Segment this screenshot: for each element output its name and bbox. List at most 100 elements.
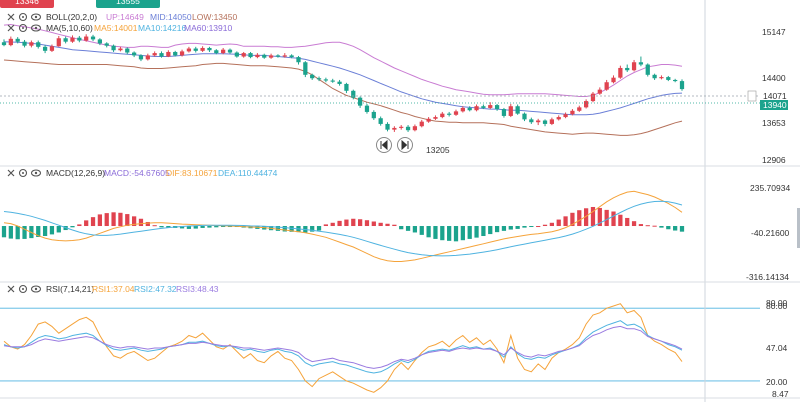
candle-body <box>570 110 575 115</box>
close-icon[interactable] <box>7 13 15 21</box>
candle-body <box>282 55 287 57</box>
candle-body <box>275 55 281 57</box>
rsi3-value: RSI3:48.43 <box>176 284 219 294</box>
price-tick: 14400 <box>762 73 786 83</box>
candle-body <box>625 67 630 71</box>
candle-body <box>611 77 616 83</box>
macd-histogram-bar <box>556 219 561 227</box>
candle-body <box>399 126 404 128</box>
close-icon[interactable] <box>7 169 15 177</box>
rsi-tick: 8.47 <box>772 389 789 399</box>
gear-icon[interactable] <box>18 12 28 22</box>
scroll-handle[interactable] <box>797 208 800 248</box>
macd-histogram-bar <box>330 222 335 227</box>
macd-histogram-bar <box>433 226 438 239</box>
candle-body <box>296 57 301 63</box>
macd-histogram-bar <box>179 226 185 229</box>
candle-body <box>268 55 274 58</box>
macd-histogram-bar <box>138 218 144 227</box>
dea-line <box>3 200 683 257</box>
candle-body <box>221 49 226 54</box>
macd-histogram-bar <box>316 226 322 231</box>
candle-body <box>104 43 109 46</box>
macd-histogram-bar <box>56 226 61 233</box>
macd-value: MACD:-54.67605 <box>104 168 170 178</box>
gear-icon[interactable] <box>18 23 28 33</box>
macd-histogram-bar <box>679 226 685 232</box>
macd-histogram-bar <box>77 224 82 227</box>
close-icon[interactable] <box>7 285 15 293</box>
boll-up-value: UP:14649 <box>106 12 144 22</box>
candle-body <box>583 101 589 108</box>
candle-body <box>323 79 329 81</box>
macd-histogram-bar <box>570 212 575 227</box>
macd-tick: -40.21600 <box>751 228 790 238</box>
candle-body <box>179 51 185 56</box>
dea-value: DEA:110.44474 <box>218 168 278 178</box>
macd-tick: 235.70934 <box>750 183 790 193</box>
candle-body <box>186 48 192 52</box>
rsi2-line <box>3 320 683 374</box>
rsi3-line <box>3 325 683 369</box>
macd-histogram-bar <box>412 226 418 233</box>
candle-body <box>138 55 144 60</box>
candle-body <box>111 45 116 51</box>
macd-histogram-bar <box>145 221 150 227</box>
macd-histogram-bar <box>84 220 89 227</box>
macd-histogram-bar <box>364 220 370 227</box>
candle-body <box>15 38 20 42</box>
candle-body <box>145 55 150 60</box>
macd-histogram-bar <box>214 226 219 228</box>
macd-histogram-bar <box>577 210 582 227</box>
candle-body <box>22 41 27 46</box>
rsi1-value: RSI1:37.04 <box>92 284 135 294</box>
candle-body <box>234 52 239 57</box>
price-tick: 12906 <box>762 155 786 165</box>
macd-histogram-bar <box>97 214 103 227</box>
price-menu-icon[interactable] <box>747 90 757 102</box>
gear-icon[interactable] <box>18 284 28 294</box>
macd-histogram-bar <box>481 226 486 237</box>
close-icon[interactable] <box>7 24 15 32</box>
candle-body <box>652 74 657 79</box>
candle-body <box>522 113 527 120</box>
macd-histogram-bar <box>604 209 609 227</box>
candle-body <box>310 74 315 79</box>
macd-histogram-bar <box>15 226 20 240</box>
candle-body <box>303 62 308 75</box>
next-button[interactable] <box>397 137 413 153</box>
price-badge-green-text: 13555 <box>116 0 140 6</box>
macd-histogram-bar <box>673 226 678 231</box>
candle-body <box>631 62 637 71</box>
candle-body <box>351 90 356 98</box>
macd-histogram-bar <box>193 226 198 229</box>
candle-body <box>542 120 548 124</box>
candle-body <box>131 52 137 56</box>
eye-icon[interactable] <box>30 285 42 293</box>
candle-body <box>1 42 7 46</box>
macd-histogram-bar <box>440 226 445 241</box>
candle-body <box>118 48 123 51</box>
candle-body <box>214 50 219 54</box>
macd-histogram-bar <box>166 226 171 228</box>
boll-mid-line <box>3 41 683 116</box>
gear-icon[interactable] <box>18 168 28 178</box>
candle-body <box>433 117 438 119</box>
previous-button[interactable] <box>376 137 392 153</box>
rsi-tick: 20.00 <box>766 377 788 387</box>
candle-body <box>679 81 685 90</box>
macd-histogram-bar <box>399 226 404 230</box>
macd-histogram-bar <box>590 206 596 227</box>
candle-body <box>467 107 472 111</box>
macd-histogram-bar <box>385 223 390 227</box>
eye-icon[interactable] <box>30 24 42 32</box>
macd-histogram-bar <box>488 226 493 235</box>
candle-body <box>42 46 48 51</box>
macd-histogram-bar <box>131 216 137 227</box>
macd-histogram-bar <box>111 212 116 227</box>
eye-icon[interactable] <box>30 169 42 177</box>
candle-body <box>330 80 335 82</box>
eye-icon[interactable] <box>30 13 42 21</box>
candle-body <box>63 38 68 42</box>
